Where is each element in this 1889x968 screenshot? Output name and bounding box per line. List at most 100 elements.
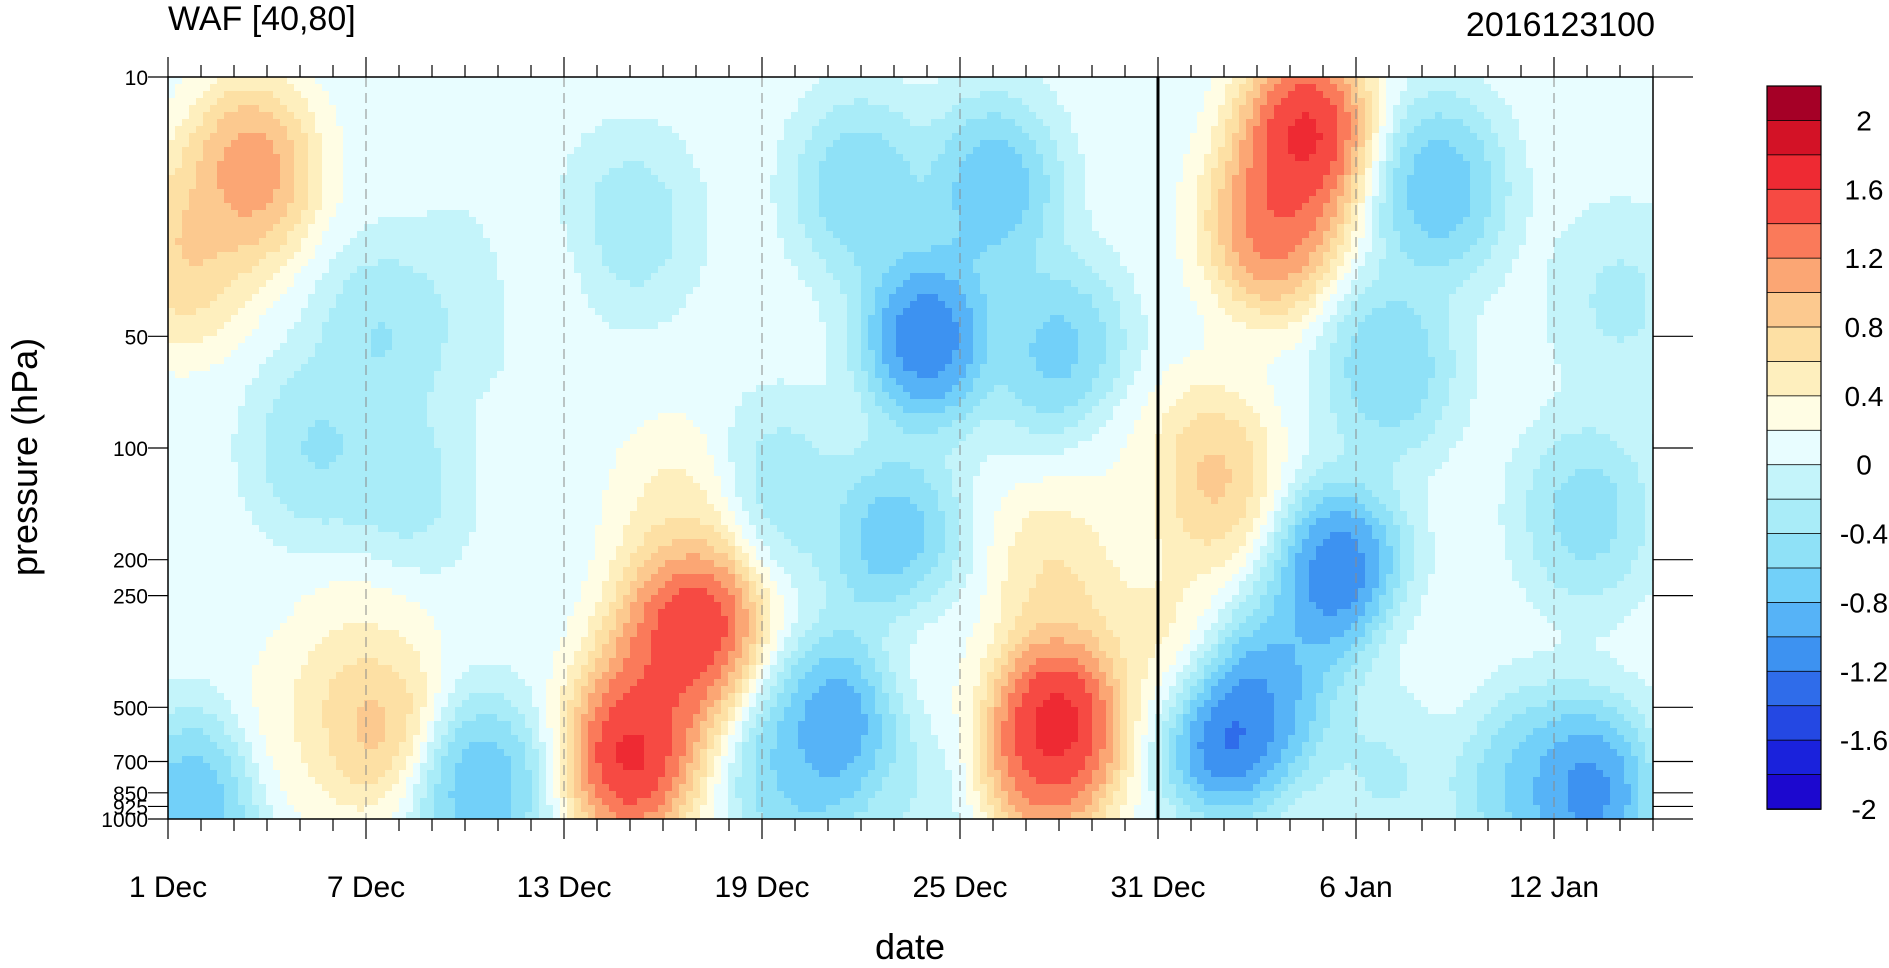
contour-cell [497,98,505,106]
contour-cell [1414,203,1422,211]
contour-cell [238,196,246,204]
contour-cell [539,119,547,127]
contour-cell [861,84,869,92]
contour-cell [1015,224,1023,232]
contour-cell [273,77,281,85]
contour-cell [1022,126,1030,134]
contour-cell [539,147,547,155]
contour-cell [945,189,953,197]
contour-cell [1533,210,1541,218]
contour-cell [490,189,498,197]
contour-cell [931,175,939,183]
contour-cell [1596,231,1604,239]
contour-cell [1036,126,1044,134]
contour-cell [287,112,295,120]
contour-cell [1078,154,1086,162]
contour-cell [1358,168,1366,176]
contour-cell [840,161,848,169]
contour-cell [644,119,652,127]
contour-cell [1435,133,1443,141]
contour-cell [966,98,974,106]
contour-cell [1260,105,1268,113]
contour-cell [553,175,561,183]
contour-cell [1498,168,1506,176]
contour-cell [1288,91,1296,99]
contour-cell [497,168,505,176]
contour-cell [1309,126,1317,134]
contour-cell [413,203,421,211]
contour-cell [854,217,862,225]
contour-cell [448,168,456,176]
contour-cell [1260,196,1268,204]
contour-cell [588,140,596,148]
contour-cell [623,98,631,106]
contour-cell [350,77,358,85]
contour-cell [231,238,239,246]
contour-cell [329,168,337,176]
contour-cell [966,140,974,148]
contour-cell [1358,203,1366,211]
contour-cell [210,154,218,162]
contour-cell [462,231,470,239]
contour-cell [567,182,575,190]
contour-cell [1512,217,1520,225]
contour-cell [1533,77,1541,85]
contour-cell [707,126,715,134]
contour-cell [1428,84,1436,92]
contour-cell [539,231,547,239]
contour-cell [847,140,855,148]
contour-cell [1183,224,1191,232]
contour-cell [749,91,757,99]
contour-cell [357,238,365,246]
contour-cell [1624,189,1632,197]
contour-cell [1561,231,1569,239]
contour-cell [903,98,911,106]
contour-cell [805,231,813,239]
contour-cell [1575,224,1583,232]
contour-cell [182,112,190,120]
contour-cell [1204,224,1212,232]
contour-cell [1092,133,1100,141]
contour-cell [1176,168,1184,176]
contour-cell [1428,224,1436,232]
contour-cell [1274,133,1282,141]
contour-cell [763,119,771,127]
contour-cell [1022,147,1030,155]
contour-cell [875,84,883,92]
contour-cell [329,147,337,155]
contour-cell [441,196,449,204]
contour-cell [728,77,736,85]
contour-cell [448,231,456,239]
contour-cell [511,217,519,225]
contour-cell [791,161,799,169]
contour-cell [924,77,932,85]
contour-cell [1246,182,1254,190]
contour-cell [616,210,624,218]
contour-cell [371,147,379,155]
contour-cell [931,112,939,120]
contour-cell [1540,126,1548,134]
contour-cell [539,112,547,120]
contour-cell [441,224,449,232]
contour-cell [819,182,827,190]
contour-cell [1344,196,1352,204]
contour-cell [1197,189,1205,197]
contour-cell [938,91,946,99]
contour-cell [1169,98,1177,106]
contour-cell [714,119,722,127]
contour-cell [280,147,288,155]
contour-cell [1218,182,1226,190]
contour-cell [966,224,974,232]
contour-cell [532,217,540,225]
contour-cell [1638,140,1646,148]
contour-cell [1400,112,1408,120]
contour-cell [637,154,645,162]
contour-cell [1239,175,1247,183]
contour-cell [252,105,260,113]
contour-cell [1393,112,1401,120]
contour-cell [1540,84,1548,92]
contour-cell [315,84,323,92]
contour-cell [406,217,414,225]
contour-cell [945,210,953,218]
contour-cell [462,189,470,197]
